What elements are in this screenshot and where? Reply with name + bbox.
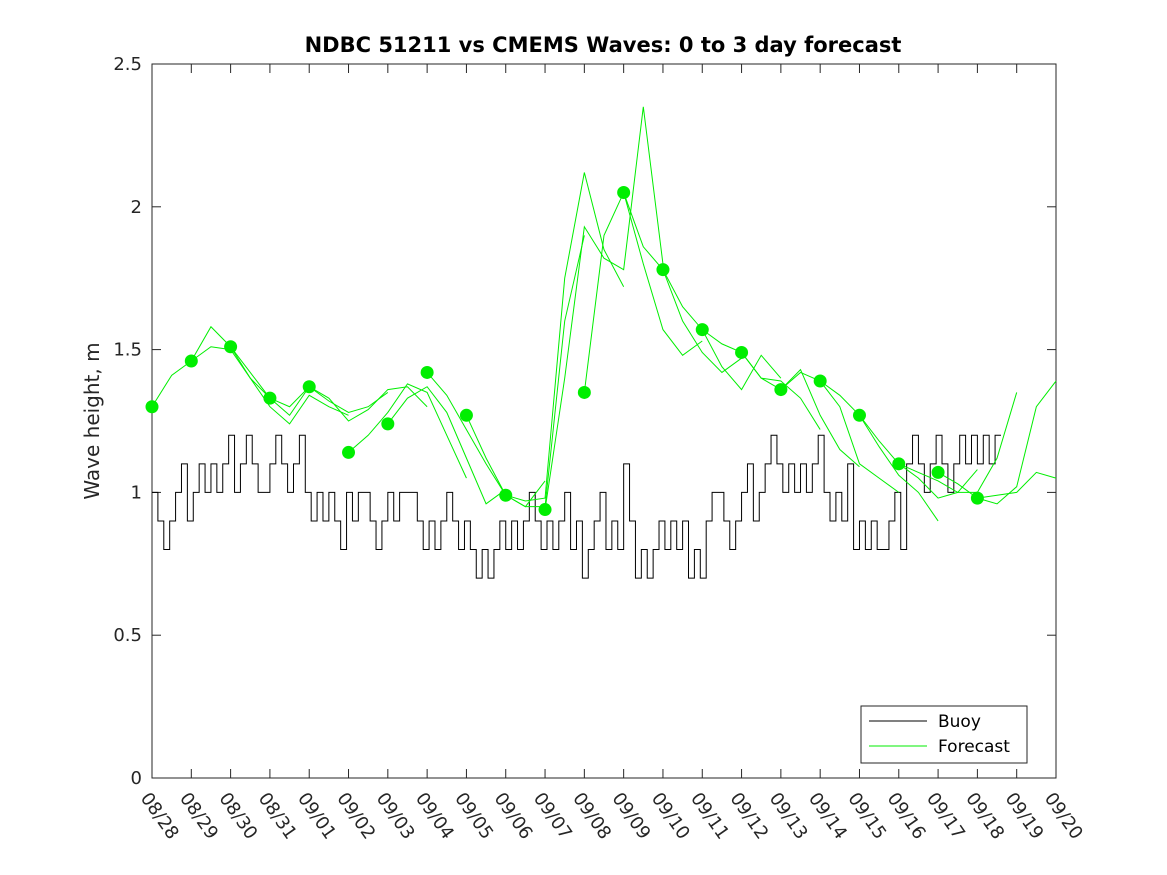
- legend-buoy-label: Buoy: [938, 712, 981, 732]
- forecast-line: [190, 325, 310, 417]
- forecast-line: [937, 380, 1057, 505]
- y-tick-label: 2.5: [113, 54, 142, 75]
- forecast-marker: [224, 340, 238, 354]
- legend: Buoy Forecast: [860, 705, 1028, 764]
- forecast-line: [623, 192, 742, 374]
- forecast-marker: [577, 385, 591, 399]
- forecast-line: [819, 380, 939, 522]
- forecast-line: [269, 386, 389, 413]
- forecast-marker: [656, 263, 670, 277]
- chart-title: NDBC 51211 vs CMEMS Waves: 0 to 3 day fo…: [305, 33, 902, 57]
- forecast-marker: [813, 374, 827, 388]
- forecast-marker: [617, 186, 631, 200]
- forecast-marker: [892, 457, 906, 471]
- forecast-marker: [381, 417, 395, 431]
- legend-forecast-label: Forecast: [938, 737, 1010, 757]
- y-tick-label: 0: [131, 768, 142, 789]
- forecast-marker: [538, 503, 552, 517]
- forecast-marker: [302, 380, 316, 394]
- forecast-marker: [774, 383, 788, 397]
- forecast-line: [898, 392, 1018, 493]
- forecast-line: [544, 106, 664, 510]
- forecast-line: [230, 346, 349, 425]
- forecast-marker: [420, 365, 434, 379]
- forecast-marker: [852, 408, 866, 422]
- forecast-line: [348, 383, 467, 479]
- forecast-line: [583, 191, 703, 393]
- y-tick-label: 0.5: [113, 625, 142, 646]
- forecast-line: [977, 471, 1057, 499]
- forecast-line: [662, 269, 782, 391]
- buoy-line: [152, 434, 1001, 579]
- forecast-marker: [931, 465, 945, 479]
- forecast-marker: [145, 400, 159, 414]
- y-tick-label: 1: [131, 482, 142, 503]
- forecast-line: [387, 386, 507, 505]
- forecast-line: [741, 352, 860, 468]
- forecast-marker: [459, 408, 473, 422]
- forecast-marker: [970, 491, 984, 505]
- legend-box: [860, 705, 1028, 764]
- forecast-marker: [263, 391, 277, 405]
- forecast-line: [505, 172, 625, 502]
- y-tick-label: 1.5: [113, 340, 142, 361]
- forecast-line: [465, 235, 585, 508]
- forecast-marker: [695, 323, 709, 337]
- forecast-marker: [735, 345, 749, 359]
- forecast-marker: [342, 445, 356, 459]
- axes-box: [151, 63, 1057, 779]
- forecast-line: [308, 386, 428, 422]
- y-axis-label: Wave height, m: [80, 342, 104, 499]
- forecast-line: [780, 371, 900, 493]
- y-tick-label: 2: [131, 197, 142, 218]
- forecast-marker: [499, 488, 513, 502]
- forecast-marker: [184, 354, 198, 368]
